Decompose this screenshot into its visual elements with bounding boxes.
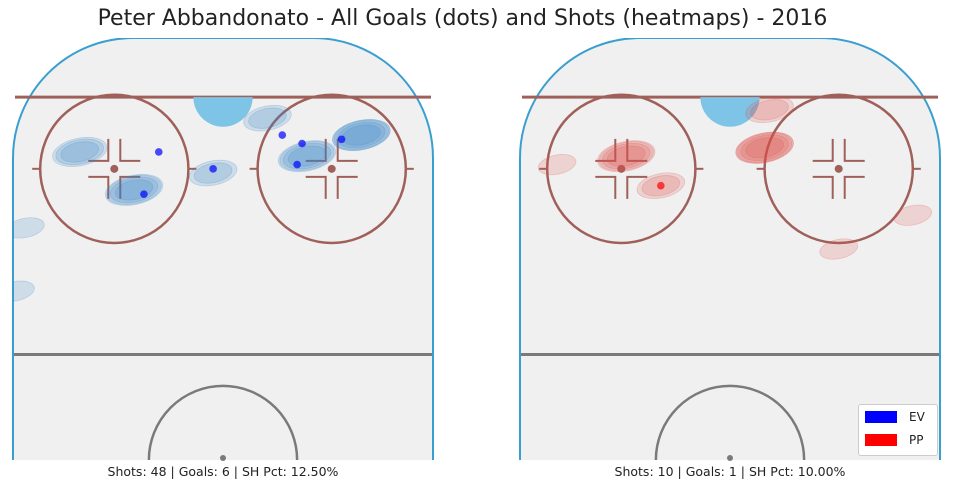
heat-blob [537,153,577,176]
heat-blob [893,204,933,226]
heat-blob [55,138,104,166]
goal-dot [657,181,665,190]
goal-dot [293,160,301,169]
center-circle [654,384,806,461]
center-dot [727,455,733,461]
panel-ev-caption: Shots: 48 | Goals: 6 | SH Pct: 12.50% [107,464,339,479]
rink-panel-pp [519,38,941,461]
heat-blob [601,142,651,170]
legend: EV PP [858,404,938,456]
faceoff-hash-marks-left [88,138,141,199]
heat-blob [750,99,789,121]
heat-blob [243,104,292,132]
heat-blob [333,119,389,151]
heat-blob [606,145,646,167]
heat-blob [337,121,386,149]
heat-blob [12,217,45,239]
heat-blob [106,174,162,205]
legend-swatch-pp [865,434,897,446]
heat-blob [12,280,35,302]
legend-label-ev: EV [909,410,925,424]
center-dot [220,455,226,461]
heat-blob [737,132,793,163]
heat-blob [597,140,656,173]
heat-blob [745,96,794,124]
heat-blob [188,159,238,187]
chart-title: Peter Abbandonato - All Goals (dots) and… [97,6,828,31]
faceoff-dot-right [834,164,843,173]
heat-blob [819,238,859,260]
heat-blob [332,119,391,152]
heat-blob [193,162,233,184]
faceoff-circle-right [763,93,915,245]
panel-pp-caption: Shots: 10 | Goals: 1 | SH Pct: 10.00% [614,464,846,479]
faceoff-circle-left [545,93,697,245]
heat-blob [332,119,391,152]
goal-dot [209,165,217,173]
faceoff-hash-marks-right [812,138,865,199]
heat-blob [745,137,784,159]
faceoff-hash-marks-left [595,138,648,199]
goal-dot [278,131,287,139]
faceoff-dot-left [617,164,626,173]
faceoff-hash-marks-right [305,138,358,199]
heat-blob [104,173,164,206]
goal-crease [193,97,253,127]
heat-blob [740,134,789,162]
goal-dot [337,135,346,144]
heat-blob [598,141,654,172]
goal-dot [140,190,148,198]
legend-label-pp: PP [909,433,924,447]
center-circle [147,384,299,461]
rink-panel-ev [12,38,434,461]
goal-dot [298,139,306,148]
faceoff-dot-right [327,164,336,173]
heat-blob [52,136,108,168]
heat-blob [248,107,287,129]
heat-blob [735,131,794,164]
legend-swatch-ev [865,411,897,423]
faceoff-dot-left [110,164,119,173]
heat-blob [735,131,794,164]
goal-dot [154,148,163,156]
goal-crease [700,97,760,127]
heat-blob [60,141,100,163]
